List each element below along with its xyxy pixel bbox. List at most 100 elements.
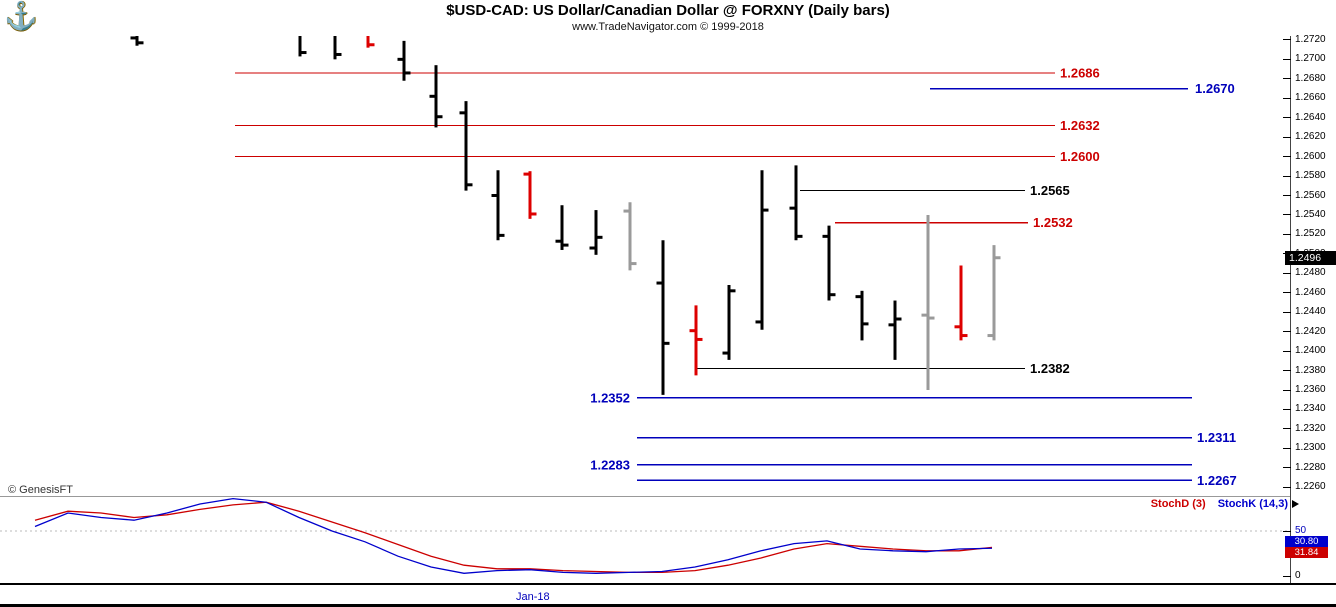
price-tick-mark bbox=[1283, 39, 1291, 41]
price-tick-label: 1.2340 bbox=[1295, 403, 1326, 415]
stochd-line[interactable] bbox=[34, 501, 993, 574]
price-tick-mark bbox=[1283, 311, 1291, 313]
price-tick-mark bbox=[1283, 370, 1291, 372]
stoch-tick-label: 0 bbox=[1295, 570, 1301, 581]
stochd-value-badge: 31.84 bbox=[1285, 547, 1328, 558]
x-axis-date-label: Jan-18 bbox=[516, 591, 550, 603]
level-label-1.2632[interactable]: 1.2632 bbox=[1060, 118, 1100, 133]
ohlc-bar[interactable] bbox=[429, 65, 443, 128]
price-tick-label: 1.2720 bbox=[1295, 33, 1326, 45]
ohlc-bar[interactable] bbox=[755, 170, 769, 330]
level-label-1.2565[interactable]: 1.2565 bbox=[1030, 183, 1070, 198]
price-tick-label: 1.2300 bbox=[1295, 442, 1326, 454]
price-tick-label: 1.2320 bbox=[1295, 422, 1326, 434]
price-tick-label: 1.2600 bbox=[1295, 150, 1326, 162]
level-label-1.2382[interactable]: 1.2382 bbox=[1030, 361, 1070, 376]
ohlc-bar[interactable] bbox=[987, 245, 1001, 341]
price-tick-label: 1.2280 bbox=[1295, 461, 1326, 473]
price-tick-label: 1.2440 bbox=[1295, 306, 1326, 318]
price-tick-label: 1.2540 bbox=[1295, 208, 1326, 220]
stoch-panel-canvas[interactable] bbox=[0, 497, 1290, 585]
price-tick-mark bbox=[1283, 58, 1291, 60]
ohlc-bar[interactable] bbox=[689, 305, 703, 376]
stoch-tick-mark bbox=[1283, 530, 1291, 532]
panel-divider bbox=[0, 496, 1290, 497]
price-tick-mark bbox=[1283, 331, 1291, 333]
chart-title: $USD-CAD: US Dollar/Canadian Dollar @ FO… bbox=[446, 2, 890, 19]
stoch-tick-label: 50 bbox=[1295, 525, 1307, 536]
stoch-tick-mark bbox=[1283, 575, 1291, 577]
ohlc-bar[interactable] bbox=[623, 202, 637, 271]
level-label-1.2283[interactable]: 1.2283 bbox=[590, 457, 630, 472]
price-tick-label: 1.2660 bbox=[1295, 92, 1326, 104]
price-tick-mark bbox=[1283, 467, 1291, 469]
price-tick-mark bbox=[1283, 97, 1291, 99]
price-tick-label: 1.2380 bbox=[1295, 364, 1326, 376]
ohlc-bar[interactable] bbox=[294, 36, 307, 57]
price-tick-mark bbox=[1283, 350, 1291, 352]
ohlc-bar[interactable] bbox=[329, 36, 342, 60]
stochd-label[interactable]: StochD (3) bbox=[1150, 498, 1206, 510]
bottom-border bbox=[0, 604, 1336, 607]
x-axis-line bbox=[0, 583, 1336, 585]
price-tick-mark bbox=[1283, 233, 1291, 235]
current-price-badge: 1.2496 bbox=[1285, 250, 1336, 265]
stochk-line[interactable] bbox=[34, 497, 993, 574]
ohlc-bar[interactable] bbox=[397, 40, 411, 81]
ohlc-bar[interactable] bbox=[491, 170, 505, 241]
stochk-value-badge: 30.80 bbox=[1285, 536, 1328, 547]
ohlc-bar[interactable] bbox=[656, 240, 670, 395]
price-tick-mark bbox=[1283, 214, 1291, 216]
price-tick-mark bbox=[1283, 195, 1291, 196]
level-label-1.2686[interactable]: 1.2686 bbox=[1060, 65, 1100, 80]
price-tick-label: 1.2460 bbox=[1295, 286, 1326, 298]
price-tick-label: 1.2400 bbox=[1295, 345, 1326, 357]
level-label-1.2352[interactable]: 1.2352 bbox=[590, 390, 630, 405]
ohlc-bar[interactable] bbox=[954, 265, 968, 341]
ohlc-bar[interactable] bbox=[921, 214, 935, 391]
ohlc-bar[interactable] bbox=[789, 165, 803, 241]
ohlc-bar[interactable] bbox=[130, 36, 144, 46]
price-tick-label: 1.2360 bbox=[1295, 384, 1326, 396]
price-tick-label: 1.2620 bbox=[1295, 131, 1326, 143]
level-label-1.2311[interactable]: 1.2311 bbox=[1197, 430, 1236, 445]
ohlc-bar[interactable] bbox=[589, 210, 603, 255]
ohlc-bar[interactable] bbox=[888, 300, 902, 360]
study-arrow-icon bbox=[1292, 500, 1299, 508]
price-tick-mark bbox=[1283, 447, 1291, 449]
price-tick-label: 1.2260 bbox=[1295, 481, 1326, 493]
ohlc-bar[interactable] bbox=[459, 101, 473, 191]
price-tick-mark bbox=[1283, 78, 1291, 80]
ohlc-bar[interactable] bbox=[822, 225, 836, 301]
price-axis-border bbox=[1290, 36, 1291, 584]
price-tick-label: 1.2700 bbox=[1295, 53, 1326, 65]
price-tick-label: 1.2420 bbox=[1295, 325, 1326, 337]
price-tick-label: 1.2680 bbox=[1295, 72, 1326, 84]
chart-subtitle: www.TradeNavigator.com © 1999-2018 bbox=[572, 21, 764, 33]
price-tick-label: 1.2520 bbox=[1295, 228, 1326, 240]
genesisft-watermark: © GenesisFT bbox=[8, 484, 73, 496]
ohlc-bar[interactable] bbox=[555, 205, 569, 250]
level-label-1.2670[interactable]: 1.2670 bbox=[1195, 81, 1235, 96]
price-tick-mark bbox=[1283, 408, 1291, 410]
ohlc-bar[interactable] bbox=[722, 284, 736, 360]
price-tick-label: 1.2640 bbox=[1295, 111, 1326, 123]
price-tick-mark bbox=[1283, 136, 1291, 138]
price-tick-label: 1.2560 bbox=[1295, 189, 1326, 201]
level-label-1.2532[interactable]: 1.2532 bbox=[1033, 215, 1073, 230]
price-tick-label: 1.2580 bbox=[1295, 170, 1326, 182]
price-chart-canvas[interactable]: 1.2686 1.2670 1.2632 1.2600 1.2565 1.2532 1.23… bbox=[0, 36, 1290, 497]
ohlc-bar[interactable] bbox=[855, 290, 869, 341]
stochk-label[interactable]: StochK (14,3) bbox=[1217, 498, 1288, 510]
price-tick-mark bbox=[1283, 156, 1291, 158]
level-label-1.2267[interactable]: 1.2267 bbox=[1197, 473, 1237, 488]
date-axis[interactable]: Jan-18 bbox=[0, 585, 1336, 604]
ohlc-bar[interactable] bbox=[362, 36, 375, 48]
price-tick-mark bbox=[1283, 428, 1291, 430]
price-tick-mark bbox=[1283, 389, 1291, 391]
level-label-1.2600[interactable]: 1.2600 bbox=[1060, 149, 1100, 164]
ohlc-bar[interactable] bbox=[523, 171, 537, 219]
price-tick-mark bbox=[1283, 272, 1291, 274]
stoch-study-labels: StochD (3) StochK (14,3) bbox=[0, 498, 1288, 510]
